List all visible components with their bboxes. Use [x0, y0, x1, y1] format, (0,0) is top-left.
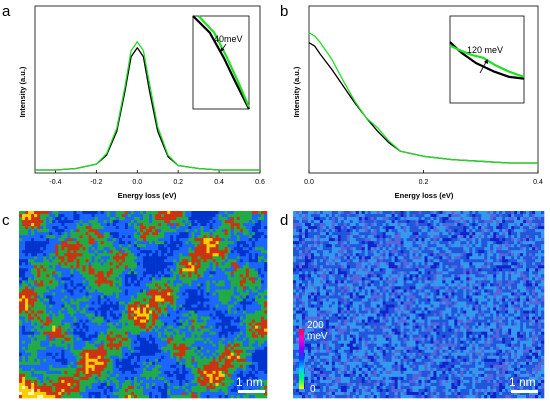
- panel-a: a -0.4 -0.2 0.0 0.2 0.4 0.6 Energy loss (eV) …: [2, 3, 265, 200]
- panel-b-x-axis-label: Energy loss (eV): [395, 191, 454, 200]
- panel-d-scalebar-label: 1 nm: [509, 375, 536, 389]
- panel-a-letter: a: [2, 3, 11, 20]
- x-tick-label: 0.2: [173, 179, 183, 186]
- inset-series-line-green: [197, 15, 251, 108]
- x-tick-label: -0.2: [90, 179, 102, 186]
- x-tick-label: 0.6: [255, 179, 265, 186]
- panel-a-y-axis-label: Intensity (a.u.): [18, 66, 27, 117]
- x-tick-label: 0.0: [304, 179, 314, 186]
- x-tick-label: 0.4: [533, 179, 543, 186]
- x-tick-label: 0.4: [214, 179, 224, 186]
- panel-a-x-axis-label: Energy loss (eV): [118, 191, 177, 200]
- panel-a-x-ticks: -0.4 -0.2 0.0 0.2 0.4 0.6: [49, 170, 265, 186]
- panel-a-plot-frame: [34, 5, 261, 174]
- panel-b-inset-arrowhead: [484, 59, 488, 64]
- x-tick-label: -0.4: [49, 179, 61, 186]
- panel-b-y-axis-label: Intensity (a.u.): [292, 66, 301, 117]
- panel-b-inset-annotation: 120 meV: [467, 45, 503, 55]
- panel-d-letter: d: [280, 212, 288, 229]
- panel-a-inset-lines: [192, 15, 251, 110]
- panel-d: d 200 meV 0 1 nm: [280, 211, 545, 399]
- panel-a-inset-annotation: 40meV: [214, 34, 243, 44]
- panel-a-inset-frame: [192, 15, 250, 110]
- panel-b-inset-arrow: [479, 61, 487, 74]
- panel-b-inset-lines: [449, 41, 525, 80]
- series-line-green: [308, 32, 538, 164]
- panel-d-heatmap: [293, 211, 545, 399]
- x-tick-label: 0.0: [132, 179, 142, 186]
- series-line-green: [35, 41, 260, 171]
- panel-d-scalebar: [511, 390, 538, 393]
- x-tick-label: 0.2: [419, 179, 429, 186]
- inset-series-line-green: [449, 44, 525, 78]
- panel-b-lines: [308, 32, 538, 164]
- panel-c-letter: c: [2, 212, 10, 229]
- panel-b-letter: b: [280, 3, 288, 20]
- panel-c-scalebar: [238, 390, 265, 393]
- panel-d-colorbar: [299, 329, 304, 389]
- panel-d-colorbar-min: 0: [310, 384, 316, 395]
- panel-d-colorbar-unit: meV: [307, 331, 328, 342]
- panel-b-inset: 120 meV: [449, 15, 525, 104]
- panel-d-colorbar-max: 200: [307, 320, 324, 331]
- panel-a-lines: [35, 41, 260, 171]
- panel-a-inset-arrowhead: [220, 47, 225, 52]
- inset-series-line-black: [192, 15, 250, 110]
- panel-c-heatmap: [19, 211, 268, 399]
- panel-b: b 0.0 0.2 0.4 Energy loss (eV) Intensity (…: [280, 3, 543, 200]
- panel-c: c 1 nm: [2, 211, 268, 399]
- panel-a-inset: 40meV: [192, 15, 251, 110]
- panel-b-x-ticks: 0.0 0.2 0.4: [304, 170, 543, 186]
- panel-c-scalebar-label: 1 nm: [236, 375, 263, 389]
